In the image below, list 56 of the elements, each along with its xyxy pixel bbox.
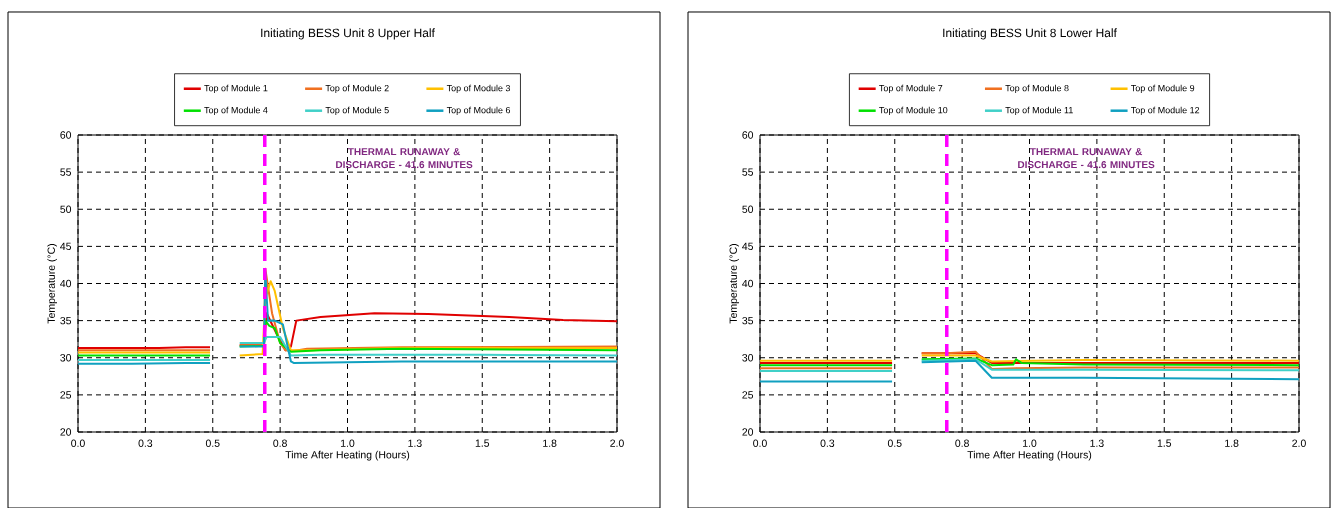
x-tick-label: 0.0	[753, 439, 767, 447]
y-axis-title: Temperature (°C)	[729, 244, 740, 324]
y-tick-label: 45	[742, 242, 754, 251]
legend-label: Top of Module 1	[204, 84, 268, 94]
y-tick-label: 60	[742, 131, 754, 139]
x-tick-label: 1.8	[1225, 439, 1239, 447]
y-tick-label: 40	[60, 279, 72, 288]
x-tick-label: 1.5	[475, 439, 490, 447]
y-tick-label: 30	[742, 354, 754, 362]
y-axis-title: Temperature (°C)	[47, 244, 58, 324]
y-tick-label: 25	[60, 391, 72, 399]
y-tick-label: 20	[60, 428, 72, 436]
legend-label: Top of Module 5	[325, 106, 389, 116]
x-tick-label: 1.3	[1090, 439, 1104, 447]
legend-label: Top of Module 6	[446, 106, 511, 116]
y-tick-label: 60	[60, 131, 72, 139]
annotation: THERMAL RUNAWAY & DISCHARGE - 41.6 MINUTES	[1018, 148, 1155, 169]
y-tick-label: 20	[742, 428, 754, 436]
legend-label: Top of Module 4	[204, 106, 268, 116]
y-tick-label: 35	[60, 316, 72, 325]
legend-label: Top of Module 11	[1005, 106, 1073, 116]
chart-title: Initiating BESS Unit 8 Upper Half	[261, 28, 435, 40]
legend-label: Top of Module 8	[1005, 84, 1069, 94]
y-tick-label: 40	[742, 279, 754, 288]
legend-label: Top of Module 12	[1131, 106, 1200, 116]
legend-label: Top of Module 9	[1131, 84, 1195, 94]
x-tick-label: 1.0	[1023, 439, 1037, 447]
y-tick-label: 50	[60, 205, 72, 213]
legend-label: Top of Module 3	[446, 84, 511, 94]
x-tick-label: 0.3	[138, 439, 153, 447]
x-tick-label: 1.8	[543, 439, 557, 447]
x-tick-label: 2.0	[1292, 439, 1306, 447]
y-tick-label: 25	[742, 391, 754, 399]
x-tick-label: 0.8	[955, 439, 969, 447]
legend-label: Top of Module 7	[879, 84, 943, 94]
y-tick-label: 30	[60, 354, 72, 362]
chart-title: Initiating BESS Unit 8 Lower Half	[943, 28, 1117, 40]
x-axis-title: Time After Heating (Hours)	[285, 450, 410, 461]
x-tick-label: 2.0	[610, 439, 624, 447]
y-tick-label: 50	[742, 205, 754, 213]
x-tick-label: 1.5	[1157, 439, 1172, 447]
annotation: THERMAL RUNAWAY & DISCHARGE - 41.6 MINUTES	[336, 148, 473, 169]
x-tick-label: 0.3	[820, 439, 835, 447]
y-tick-label: 45	[60, 242, 72, 251]
y-tick-label: 55	[60, 168, 72, 176]
legend-label: Top of Module 10	[879, 106, 948, 116]
y-tick-label: 55	[742, 168, 754, 176]
x-tick-label: 0.5	[887, 439, 902, 447]
x-tick-label: 1.3	[408, 439, 422, 447]
y-tick-label: 35	[742, 316, 754, 325]
x-tick-label: 1.0	[341, 439, 355, 447]
x-tick-label: 0.5	[205, 439, 220, 447]
x-axis-title: Time After Heating (Hours)	[967, 450, 1092, 461]
x-tick-label: 0.8	[273, 439, 287, 447]
legend-label: Top of Module 2	[325, 84, 389, 94]
x-tick-label: 0.0	[71, 439, 85, 447]
